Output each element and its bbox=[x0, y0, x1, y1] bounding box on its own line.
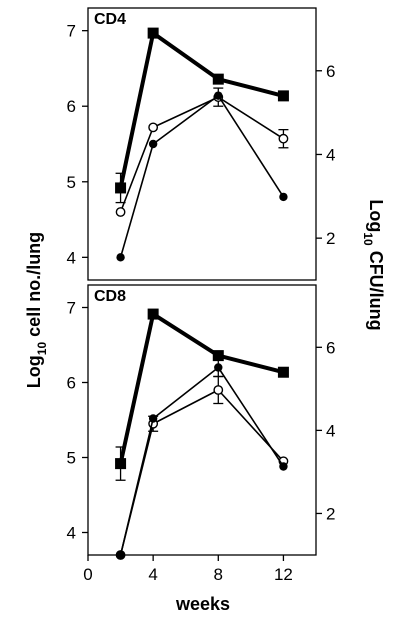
plot-frame bbox=[87, 284, 317, 556]
series-line bbox=[119, 96, 284, 213]
data-point-filled-circle bbox=[116, 253, 125, 262]
right-tick-label: 6 bbox=[326, 62, 335, 81]
data-point-square bbox=[115, 182, 127, 194]
series-line bbox=[118, 312, 284, 465]
left-tick-label: 5 bbox=[67, 173, 76, 192]
x-tick-label: 0 bbox=[83, 565, 92, 584]
data-point-filled-circle bbox=[214, 91, 223, 100]
data-point-square bbox=[147, 27, 159, 39]
left-tick-label: 4 bbox=[67, 248, 76, 267]
left-tick-label: 7 bbox=[67, 22, 76, 41]
y-axis-label-right: Log10 CFU/lung bbox=[361, 199, 386, 330]
data-point-filled-circle bbox=[279, 462, 288, 471]
data-point-open-circle bbox=[213, 385, 224, 395]
x-tick-label: 12 bbox=[274, 565, 293, 584]
data-point-square bbox=[277, 366, 289, 378]
data-point-square bbox=[212, 73, 224, 85]
data-point-square bbox=[277, 90, 289, 102]
series-line bbox=[119, 389, 285, 556]
right-tick-label: 2 bbox=[326, 229, 335, 248]
data-point-filled-circle bbox=[279, 192, 288, 202]
left-tick-label: 4 bbox=[67, 524, 76, 543]
left-tick-label: 6 bbox=[67, 374, 76, 393]
data-point-filled-circle bbox=[214, 363, 223, 372]
data-point-square bbox=[147, 308, 159, 320]
panel-label: CD4 bbox=[94, 11, 126, 28]
x-axis-label: weeks bbox=[175, 594, 230, 614]
series-filled-square bbox=[115, 27, 289, 204]
x-tick-label: 4 bbox=[148, 565, 157, 584]
series-line bbox=[118, 31, 284, 189]
right-tick-label: 4 bbox=[326, 421, 335, 440]
series-line bbox=[119, 94, 285, 258]
data-point-filled-circle bbox=[116, 550, 125, 560]
left-tick-label: 7 bbox=[67, 299, 76, 318]
left-tick-label: 6 bbox=[67, 97, 76, 116]
y-axis-label-left: Log10 cell no./lung bbox=[24, 232, 49, 388]
series-filled-square bbox=[115, 308, 289, 481]
plot-frame bbox=[87, 7, 317, 281]
left-tick-label: 5 bbox=[67, 449, 76, 468]
data-point-filled-circle bbox=[148, 139, 158, 149]
right-tick-label: 2 bbox=[326, 504, 335, 523]
data-point-square bbox=[115, 458, 127, 470]
panel-cd8: CD8 4 5 6 7 2 4 6 0 4 8 12 bbox=[67, 284, 335, 584]
data-point-square bbox=[212, 350, 224, 362]
panel-cd4: CD4 4 5 6 7 2 4 6 bbox=[67, 7, 335, 281]
panel-label: CD8 bbox=[94, 288, 126, 305]
data-point-open-circle bbox=[278, 133, 289, 144]
x-tick-label: 8 bbox=[214, 565, 223, 584]
right-tick-label: 6 bbox=[326, 338, 335, 357]
data-point-open-circle bbox=[115, 207, 126, 217]
series-line bbox=[119, 366, 285, 556]
data-point-open-circle bbox=[148, 122, 159, 133]
series-filled-circle bbox=[116, 91, 288, 262]
data-point-filled-circle bbox=[148, 414, 158, 423]
right-tick-label: 4 bbox=[326, 145, 335, 164]
series-filled-circle bbox=[116, 357, 288, 560]
